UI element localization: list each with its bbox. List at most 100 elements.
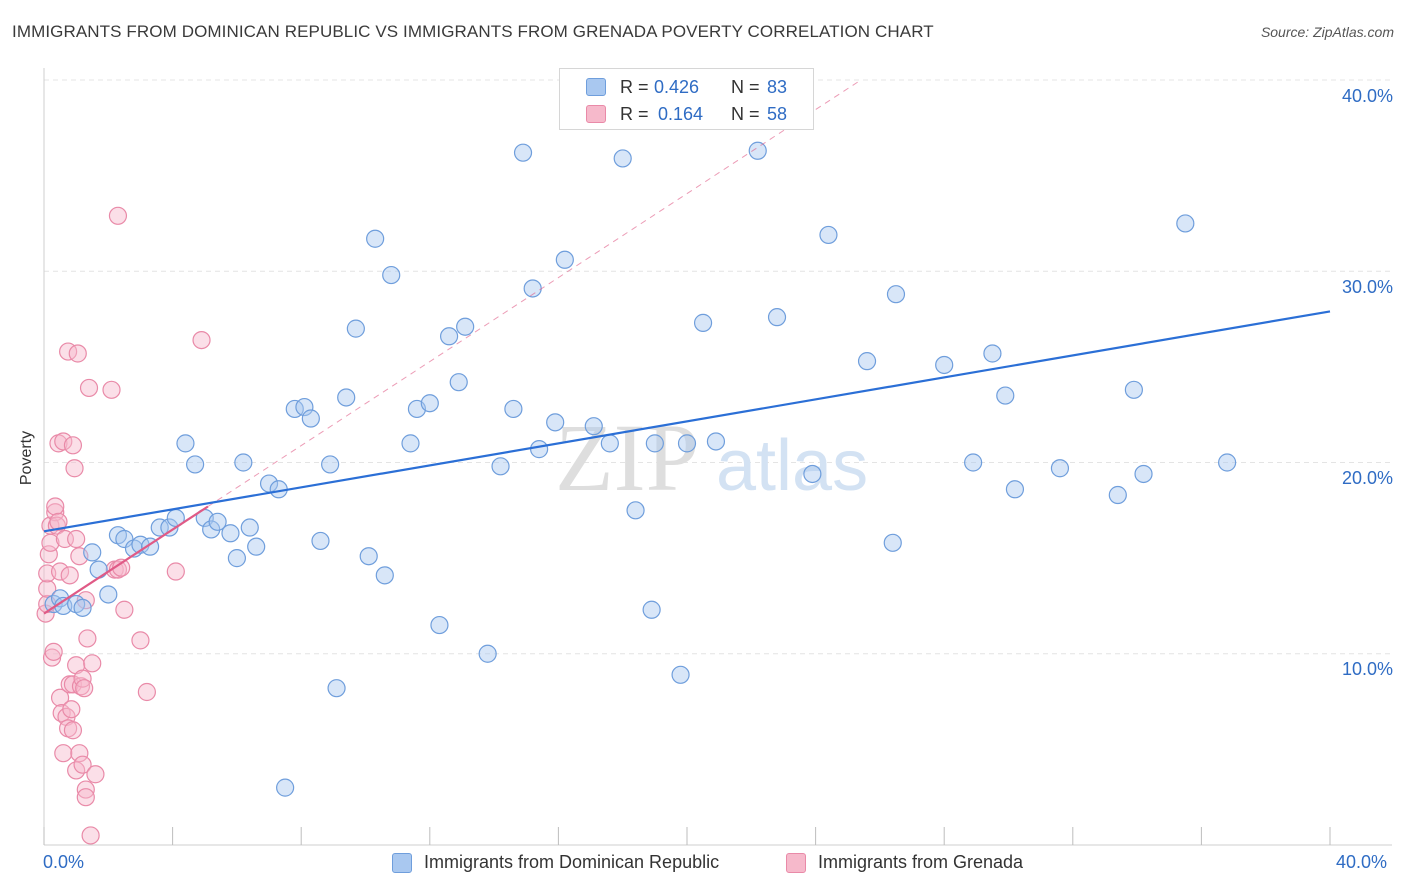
n-value: 58 — [767, 103, 788, 124]
grenada-point — [75, 679, 94, 698]
dominican-point — [1124, 380, 1143, 399]
dominican-point — [677, 434, 697, 453]
grenada-point — [50, 688, 70, 707]
y-tick-label-40: 40.0% — [1341, 86, 1393, 106]
x-tick-label-min: 0.0% — [43, 852, 85, 872]
chart-title: IMMIGRANTS FROM DOMINICAN REPUBLIC VS IM… — [12, 22, 934, 41]
trend-lines — [43, 79, 1331, 615]
dominican-point — [504, 399, 523, 419]
dominican-point — [186, 455, 205, 474]
grenada-point — [54, 432, 73, 451]
dominican-point — [706, 432, 726, 451]
dominican-point — [645, 434, 664, 453]
dominican-point — [1134, 464, 1153, 484]
grenada-point — [115, 600, 134, 619]
grenada-point — [67, 529, 86, 549]
y-tick-label-30: 30.0% — [1341, 277, 1393, 297]
y-tick-label-20: 20.0% — [1341, 468, 1393, 488]
dominican-point — [883, 533, 902, 552]
dominican-point — [227, 549, 246, 568]
r-value: 0.426 — [654, 76, 700, 97]
legend-label-grenada: Immigrants from Grenada — [818, 852, 1024, 872]
dominican-point — [693, 313, 713, 332]
dominican-point — [626, 501, 645, 520]
watermark-atlas: atlas — [716, 426, 868, 506]
grenada-point — [76, 788, 95, 807]
grenada-point — [44, 642, 63, 661]
r-label: R = — [620, 76, 649, 97]
dominican-point — [767, 308, 787, 327]
dominican-point — [546, 413, 565, 432]
correlation-legend: R = 0.426 N = 83 R = 0.164 N = 58 — [559, 68, 814, 130]
dominican-point — [321, 455, 340, 474]
dominican-point — [600, 434, 619, 453]
dominican-point — [346, 319, 365, 338]
legend-swatch-pink — [786, 852, 806, 873]
dominican-point — [935, 355, 954, 375]
dominican-point — [803, 464, 822, 484]
grenada-point — [76, 780, 95, 799]
dominican-point — [359, 547, 378, 566]
dominican-point — [1176, 214, 1195, 233]
grenada-point — [166, 562, 185, 581]
dominican-point — [240, 518, 259, 537]
legend-item-grenada: Immigrants from Grenada — [786, 852, 1023, 873]
dominican-point — [1218, 453, 1237, 472]
gridlines — [44, 79, 1392, 655]
grenada-point — [62, 700, 81, 719]
dominican-point — [375, 566, 394, 585]
dominican-point — [1050, 459, 1070, 478]
grenada-point — [81, 826, 100, 845]
dominican-point — [584, 417, 603, 436]
dominican-point — [337, 388, 356, 407]
dominican-point — [295, 397, 314, 417]
dominican-point — [401, 434, 420, 453]
dominican-point — [311, 531, 330, 551]
dominican-point — [430, 615, 449, 635]
watermark: ZIP atlas — [555, 404, 868, 511]
grenada-points — [36, 206, 211, 845]
dominican-point — [366, 229, 385, 248]
grenada-trend-line — [43, 505, 209, 615]
dominican-point — [150, 518, 169, 537]
grenada-point — [70, 744, 89, 763]
grenada-point — [108, 206, 128, 225]
grenada-point — [63, 721, 83, 740]
grenada-point — [46, 503, 65, 522]
grenada-point — [60, 566, 79, 585]
dominican-point — [160, 518, 179, 537]
grenada-point — [71, 677, 91, 696]
grenada-point — [63, 436, 83, 455]
legend-label-dominican: Immigrants from Dominican Republic — [424, 852, 720, 872]
source-credit: Source: ZipAtlas.com — [1260, 24, 1394, 40]
n-value: 83 — [767, 76, 788, 97]
r-value: 0.164 — [658, 103, 704, 124]
legend-swatch-blue — [586, 78, 606, 96]
dominican-point — [83, 543, 102, 562]
grenada-point — [68, 344, 87, 363]
dominican-point — [555, 250, 574, 269]
legend-row-dominican: R = 0.426 N = 83 — [586, 76, 807, 98]
legend-swatch-blue — [392, 852, 412, 873]
dominican-point — [983, 344, 1002, 363]
dominican-point — [857, 352, 877, 371]
n-label: N = — [731, 76, 760, 97]
y-tick-label-10: 10.0% — [1341, 659, 1393, 679]
dominican-point — [99, 585, 118, 604]
dominican-point — [671, 665, 690, 684]
dominican-point — [819, 225, 838, 245]
grenada-point — [65, 459, 84, 478]
dominican-point — [247, 537, 266, 556]
dominican-point — [449, 373, 468, 392]
dominican-point — [221, 524, 240, 543]
grenada-trend-extension — [207, 79, 862, 507]
dominican-point — [613, 149, 632, 168]
grenada-point — [39, 545, 58, 564]
grenada-point — [73, 755, 92, 774]
grenada-point — [83, 654, 102, 673]
grenada-point — [38, 579, 57, 598]
dominican-trend-line — [43, 310, 1331, 533]
grenada-point — [102, 380, 121, 399]
dominican-point — [208, 512, 227, 531]
